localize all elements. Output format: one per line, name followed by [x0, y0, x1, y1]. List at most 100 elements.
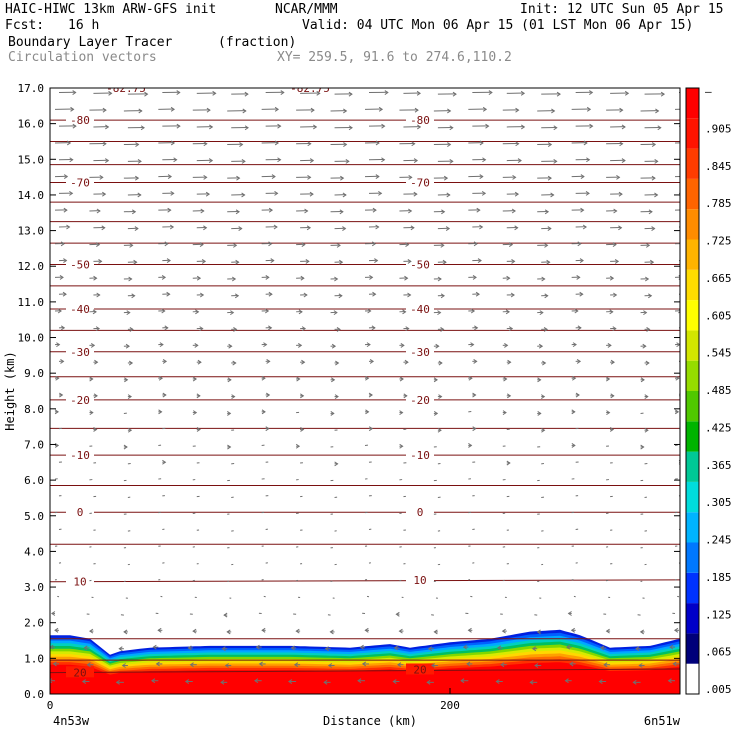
- circulation-vector-head: [369, 359, 375, 364]
- contour-label-bg: [406, 506, 434, 518]
- colorbar-label: .605: [705, 309, 732, 322]
- circulation-vector-head: [645, 360, 650, 366]
- circulation-vector-head: [69, 190, 74, 196]
- circulation-vector-head: [59, 274, 64, 280]
- circulation-vector-head: [266, 359, 271, 364]
- circulation-vector-head: [400, 343, 405, 348]
- circulation-vector-head: [433, 411, 439, 416]
- circulation-vector-head: [69, 157, 74, 163]
- circulation-vector-head: [479, 174, 484, 179]
- circulation-vector-head: [378, 106, 384, 112]
- y-tick-label: 4.0: [24, 545, 44, 558]
- circulation-vector-head: [405, 242, 410, 248]
- circulation-vector-head: [553, 158, 558, 164]
- y-tick-label: 7.0: [24, 438, 44, 451]
- circulation-vector-head: [479, 140, 484, 146]
- circulation-vector-head: [108, 90, 113, 96]
- circulation-vector-head: [274, 190, 279, 196]
- circulation-vector-head: [649, 259, 655, 265]
- circulation-vector-head: [607, 343, 612, 348]
- circulation-vector-head: [230, 310, 235, 316]
- circulation-vector-head: [135, 142, 140, 147]
- circulation-vector-head: [583, 140, 588, 146]
- circulation-vector-head: [539, 310, 544, 316]
- circulation-vector-head: [511, 208, 516, 214]
- circulation-vector-head: [241, 192, 246, 198]
- circulation-vector-head: [476, 207, 481, 213]
- circulation-vector-head: [447, 142, 452, 147]
- circulation-vector-head: [502, 410, 507, 416]
- colorbar-segment: [686, 633, 699, 664]
- circulation-vector-head: [345, 158, 350, 164]
- circulation-vector-head: [600, 645, 605, 651]
- circulation-vector-head: [161, 308, 166, 314]
- circulation-vector-head: [296, 376, 301, 382]
- circulation-vector-head: [92, 309, 97, 315]
- circulation-vector-head: [300, 275, 305, 281]
- circulation-vector-head: [646, 327, 651, 332]
- circulation-vector-head: [374, 258, 379, 264]
- circulation-vector-head: [443, 175, 449, 181]
- circulation-vector-head: [438, 394, 443, 400]
- circulation-vector-head: [495, 679, 500, 684]
- circulation-vector-head: [203, 141, 208, 147]
- circulation-vector-head: [361, 661, 367, 667]
- circulation-vector-head: [197, 359, 202, 365]
- circulation-vector-head: [155, 661, 160, 667]
- circulation-vector-head: [398, 628, 403, 634]
- plot-frame: [49, 87, 681, 695]
- circulation-vector-head: [98, 258, 103, 264]
- circulation-vector-head: [105, 158, 110, 163]
- circulation-vector-head: [614, 258, 620, 264]
- circulation-vector-head: [86, 662, 91, 668]
- circulation-vector-head: [102, 141, 107, 147]
- y-tick-label: 0.0: [24, 688, 44, 701]
- circulation-vector-head: [550, 192, 555, 198]
- circulation-vector-head: [227, 444, 232, 450]
- circulation-vector-head: [63, 174, 69, 179]
- colorbar-segment: [686, 542, 699, 573]
- circulation-vector-head: [577, 241, 582, 247]
- circulation-vector-head: [265, 274, 270, 280]
- circulation-vector-head: [575, 392, 580, 398]
- circulation-vector-head: [481, 190, 487, 196]
- circulation-vector-head: [66, 224, 71, 230]
- circulation-vector-head: [378, 190, 383, 196]
- circulation-vector-head: [232, 360, 237, 366]
- circulation-vector-head: [369, 274, 374, 280]
- circulation-vector-head: [287, 679, 293, 684]
- circulation-vector-head: [586, 157, 591, 163]
- circulation-vector-head: [541, 394, 546, 400]
- y-tick-label: 9.0: [24, 367, 44, 380]
- circulation-vector-head: [336, 242, 341, 248]
- circulation-vector-head: [274, 140, 280, 146]
- colorbar-label: .785: [705, 197, 732, 210]
- model-title: HAIC-HIWC 13km ARW-GFS init: [5, 2, 217, 17]
- circulation-vector-head: [437, 310, 442, 316]
- colorbar-label: .725: [705, 235, 732, 248]
- circulation-vector-head: [482, 106, 488, 112]
- circulation-vector-head: [553, 125, 558, 131]
- circulation-vector-head: [651, 175, 656, 181]
- circulation-vector-head: [399, 443, 404, 449]
- circulation-vector-head: [375, 140, 380, 146]
- circulation-vector-head: [574, 308, 579, 314]
- contour-label-bg: [66, 114, 94, 126]
- circulation-vector-head: [295, 443, 301, 449]
- circulation-vector-head: [196, 393, 201, 399]
- circulation-vector-head: [371, 241, 377, 247]
- contour-label: -20: [70, 394, 90, 407]
- circulation-vector-head: [233, 242, 238, 248]
- circulation-vector-head: [255, 644, 260, 650]
- organization: NCAR/MMM: [275, 2, 338, 17]
- circulation-vector-head: [399, 376, 404, 382]
- y-tick-label: 16.0: [18, 118, 45, 131]
- contour-top-label: -82.75: [290, 82, 330, 95]
- circulation-vector-head: [94, 359, 99, 365]
- circulation-vector-head: [619, 141, 624, 147]
- circulation-vector-head: [433, 377, 438, 383]
- contour-label: -50: [70, 258, 90, 271]
- circulation-vector-head: [176, 123, 181, 129]
- circulation-vector-head: [348, 91, 353, 97]
